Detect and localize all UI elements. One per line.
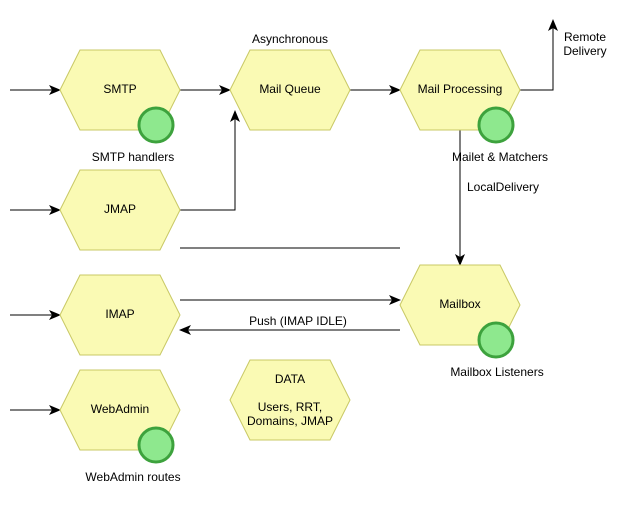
node-mproc: Mail Processing — [400, 50, 520, 142]
edge-jmap-mq — [180, 111, 235, 210]
node-label-data-line2: Users, RRT, — [258, 400, 322, 414]
node-jmap: JMAP — [60, 170, 180, 250]
annotation-anno-async: Asynchronous — [252, 32, 328, 46]
extension-circle-mailbox — [479, 323, 513, 357]
node-mailbox: Mailbox — [400, 265, 520, 357]
annotation-anno-mailet: Mailet & Matchers — [452, 150, 548, 164]
node-data: DATA Users, RRT,Domains, JMAP — [230, 360, 350, 440]
node-label-mqueue: Mail Queue — [259, 82, 321, 96]
node-imap: IMAP — [60, 275, 180, 355]
extension-circle-smtp — [139, 108, 173, 142]
node-mqueue: Mail Queue — [230, 50, 350, 130]
edge-mp-remote — [520, 20, 553, 90]
extension-circle-webadm — [139, 428, 173, 462]
node-label-data-line0: DATA — [275, 372, 305, 386]
annotation-anno-war: WebAdmin routes — [85, 470, 180, 484]
node-label-jmap: JMAP — [104, 202, 136, 216]
annotation-anno-local: LocalDelivery — [467, 180, 539, 194]
annotation-anno-remote1: Remote — [564, 30, 606, 44]
node-webadm: WebAdmin — [60, 370, 180, 462]
node-smtp: SMTP — [60, 50, 180, 142]
annotation-anno-remote2: Delivery — [563, 44, 606, 58]
node-label-data-line3: Domains, JMAP — [247, 414, 333, 428]
annotation-anno-smtp-h: SMTP handlers — [92, 150, 174, 164]
annotation-anno-push: Push (IMAP IDLE) — [249, 314, 347, 328]
node-label-mproc: Mail Processing — [418, 82, 503, 96]
node-label-mailbox: Mailbox — [439, 297, 480, 311]
node-label-imap: IMAP — [105, 307, 134, 321]
extension-circle-mproc — [479, 108, 513, 142]
annotation-anno-mbx-l: Mailbox Listeners — [450, 365, 543, 379]
node-label-webadm: WebAdmin — [91, 402, 149, 416]
node-label-smtp: SMTP — [103, 82, 136, 96]
